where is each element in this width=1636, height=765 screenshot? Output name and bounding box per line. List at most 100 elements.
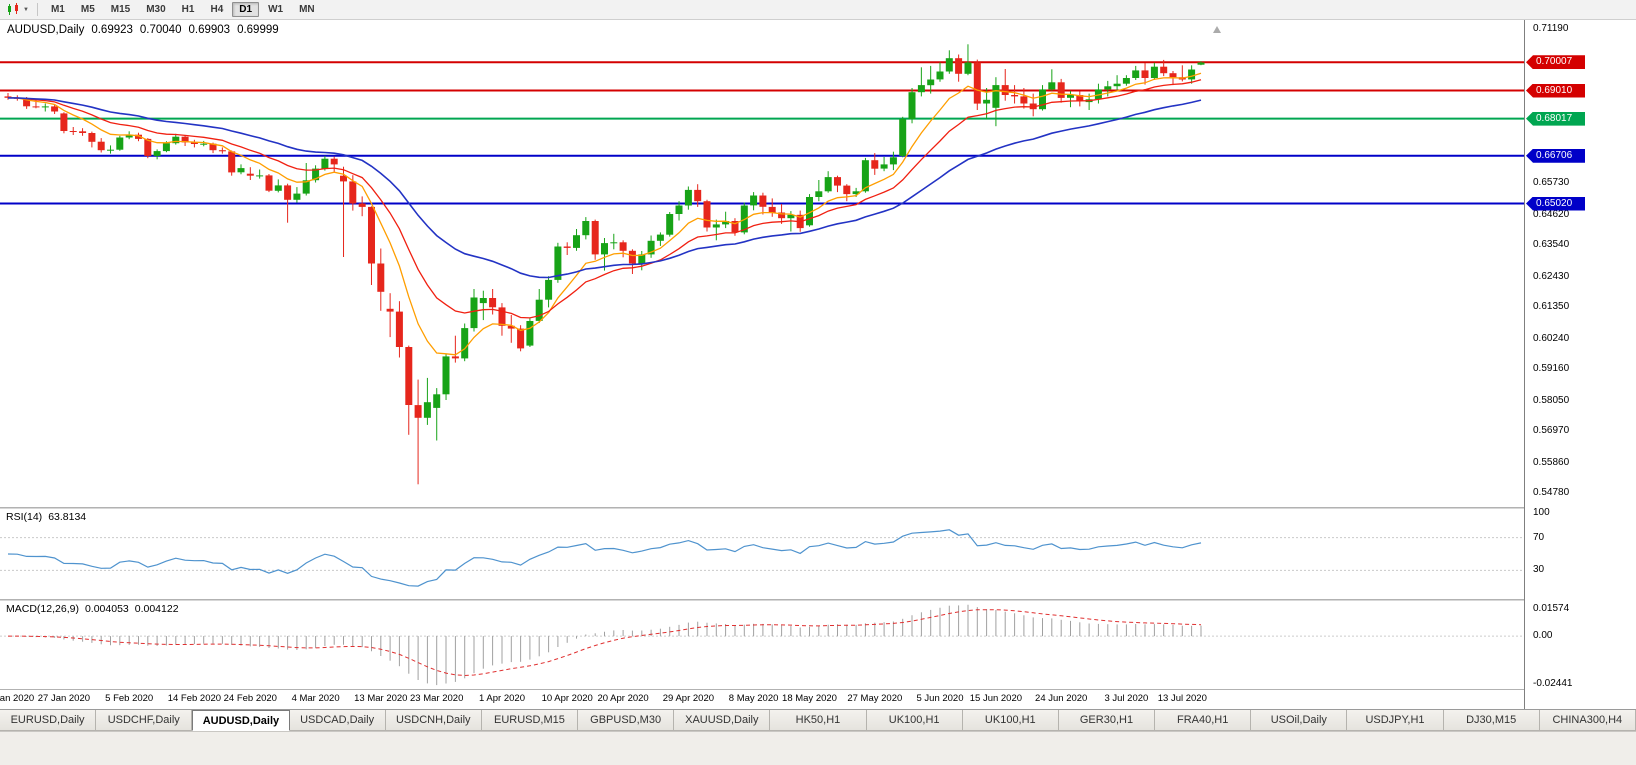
chart-tab-fra40-h1[interactable]: FRA40,H1: [1155, 710, 1252, 731]
macd-axis-label: 0.00: [1533, 630, 1553, 642]
chart-tab-usoil-daily[interactable]: USOil,Daily: [1251, 710, 1348, 731]
high-value: 0.70040: [139, 24, 182, 36]
price-level-badge: 0.68017: [1526, 111, 1585, 126]
chart-tab-usdjpy-h1[interactable]: USDJPY,H1: [1347, 710, 1444, 731]
chart-tab-usdcad-daily[interactable]: USDCAD,Daily: [289, 710, 386, 731]
price-axis-tick: 0.56970: [1533, 425, 1570, 437]
timeframe-button-m5[interactable]: M5: [80, 4, 95, 15]
chart-tab-eurusd-m15[interactable]: EURUSD,M15: [481, 710, 579, 731]
price-level-badge: 0.70007: [1526, 55, 1585, 70]
timeframe-button-m1[interactable]: M1: [50, 4, 65, 15]
chart-tab-hk50-h1[interactable]: HK50,H1: [770, 710, 867, 731]
timeframe-button-d1[interactable]: D1: [232, 2, 260, 17]
macd-indicator-label: MACD(12,26,9) 0.004053 0.004122: [6, 603, 185, 615]
open-value: 0.69923: [91, 24, 133, 36]
time-axis-label: 14 Feb 2020: [167, 693, 222, 704]
timeframe-button-h1[interactable]: H1: [181, 4, 195, 15]
time-axis-label: 5 Jun 2020: [916, 693, 964, 704]
chart-tab-xauusd-daily[interactable]: XAUUSD,Daily: [674, 710, 771, 731]
price-axis-tick: 0.71190: [1533, 22, 1569, 34]
macd-value: 0.004053: [84, 603, 129, 615]
low-value: 0.69903: [188, 24, 231, 36]
timeframe-button-m15[interactable]: M15: [110, 4, 131, 15]
chart-area[interactable]: AUDUSD,Daily 0.69923 0.70040 0.69903 0.69999…: [0, 20, 1636, 709]
chart-tab-usdchf-daily[interactable]: USDCHF,Daily: [96, 710, 193, 731]
chart-tabs-bar: EURUSD,Daily USDCHF,Daily AUDUSD,Daily USDC…: [0, 709, 1636, 731]
time-axis-label: 17 Jan 2020: [0, 693, 35, 704]
price-axis-tick: 0.63540: [1533, 239, 1570, 251]
time-axis-label: 24 Jun 2020: [1035, 693, 1088, 704]
pane-separator[interactable]: [0, 507, 1636, 509]
price-axis-tick: 0.62430: [1533, 270, 1570, 282]
rsi-axis-label: 100: [1533, 507, 1550, 518]
chart-tab-eurusd-daily[interactable]: EURUSD,Daily: [0, 710, 97, 731]
price-level-badge: 0.65020: [1526, 196, 1585, 211]
close-value: 0.69999: [237, 24, 279, 36]
rsi-indicator-pane[interactable]: [0, 509, 1524, 599]
macd-name: MACD(12,26,9): [6, 603, 79, 615]
price-axis-tick: 0.54780: [1533, 487, 1570, 499]
chart-tab-ger30-h1[interactable]: GER30,H1: [1058, 710, 1156, 731]
price-axis[interactable]: 0.71190 0.65730 0.64620 0.63540 0.62430 0.613…: [1524, 20, 1636, 709]
time-axis-label: 13 Jul 2020: [1157, 693, 1207, 704]
time-axis-label: 3 Jul 2020: [1104, 693, 1149, 704]
time-axis-label: 29 Apr 2020: [662, 693, 715, 704]
rsi-indicator-label: RSI(14) 63.8134: [6, 511, 92, 523]
macd-signal-value: 0.004122: [134, 603, 179, 615]
timeframe-buttons: M1 M5 M15 M30 H1 H4 D1 W1 MN: [43, 2, 323, 17]
status-bar: [0, 731, 1636, 765]
time-axis-label: 4 Mar 2020: [291, 693, 340, 704]
price-axis-tick: 0.58050: [1533, 394, 1570, 406]
chart-shift-marker-icon[interactable]: [1213, 26, 1221, 33]
price-level-badge: 0.69010: [1526, 83, 1585, 98]
macd-axis-label: 0.01574: [1533, 603, 1570, 614]
chart-tab-china300-h4[interactable]: CHINA300,H4: [1539, 710, 1636, 731]
price-axis-tick: 0.60240: [1533, 332, 1570, 344]
rsi-name: RSI(14): [6, 511, 43, 523]
chart-tab-dj30-m15[interactable]: DJ30,M15: [1443, 710, 1540, 731]
price-axis-tick: 0.65730: [1533, 177, 1570, 189]
price-axis-tick: 0.64620: [1533, 208, 1570, 220]
price-axis-tick: 0.61350: [1533, 301, 1570, 313]
time-axis-label: 5 Feb 2020: [105, 693, 154, 704]
rsi-value: 63.8134: [48, 511, 87, 523]
macd-axis-label: -0.02441: [1533, 678, 1573, 689]
chart-tab-usdcnh-daily[interactable]: USDCNH,Daily: [385, 710, 482, 731]
timeframe-button-h4[interactable]: H4: [210, 4, 224, 15]
time-axis-label: 8 May 2020: [728, 693, 779, 704]
candlestick-chart-icon: [8, 3, 18, 15]
timeframe-button-w1[interactable]: W1: [268, 4, 284, 15]
time-axis-label: 20 Apr 2020: [597, 693, 649, 704]
price-axis-tick: 0.55860: [1533, 456, 1570, 468]
price-axis-tick: 0.59160: [1533, 363, 1570, 375]
chart-ohlc-header: AUDUSD,Daily 0.69923 0.70040 0.69903 0.69999: [7, 24, 286, 36]
macd-indicator-pane[interactable]: [0, 601, 1524, 689]
pane-separator[interactable]: [0, 599, 1636, 601]
rsi-axis-label: 30: [1533, 564, 1545, 576]
timeframe-button-m30[interactable]: M30: [146, 4, 166, 15]
time-axis-label: 27 Jan 2020: [37, 693, 91, 704]
chart-type-button[interactable]: ▼: [3, 2, 32, 17]
rsi-axis-label: 70: [1533, 531, 1545, 543]
chart-tab-uk100-h1[interactable]: UK100,H1: [962, 710, 1059, 731]
chart-tab-uk100-h1[interactable]: UK100,H1: [866, 710, 963, 731]
chart-tab-gbpusd-m30[interactable]: GBPUSD,M30: [578, 710, 675, 731]
time-axis-label: 27 May 2020: [847, 693, 903, 704]
dropdown-caret-icon: ▼: [23, 6, 29, 13]
timeframe-toolbar: ▼ M1 M5 M15 M30 H1 H4 D1 W1 MN: [0, 0, 1636, 20]
toolbar-separator: [36, 3, 38, 16]
timeframe-button-mn[interactable]: MN: [299, 4, 315, 15]
time-axis-label: 13 Mar 2020: [354, 693, 408, 704]
time-axis-label: 24 Feb 2020: [223, 693, 277, 704]
time-axis-label: 1 Apr 2020: [479, 693, 525, 704]
chart-symbol-period: AUDUSD,Daily: [7, 24, 85, 36]
time-axis-label: 15 Jun 2020: [969, 693, 1023, 704]
price-chart-pane[interactable]: [0, 20, 1524, 507]
price-level-badge: 0.66706: [1526, 148, 1585, 163]
chart-tab-audusd-daily[interactable]: AUDUSD,Daily: [192, 710, 290, 731]
time-axis-label: 10 Apr 2020: [541, 693, 593, 704]
time-axis-label: 18 May 2020: [782, 693, 837, 704]
time-axis-label: 23 Mar 2020: [410, 693, 464, 704]
